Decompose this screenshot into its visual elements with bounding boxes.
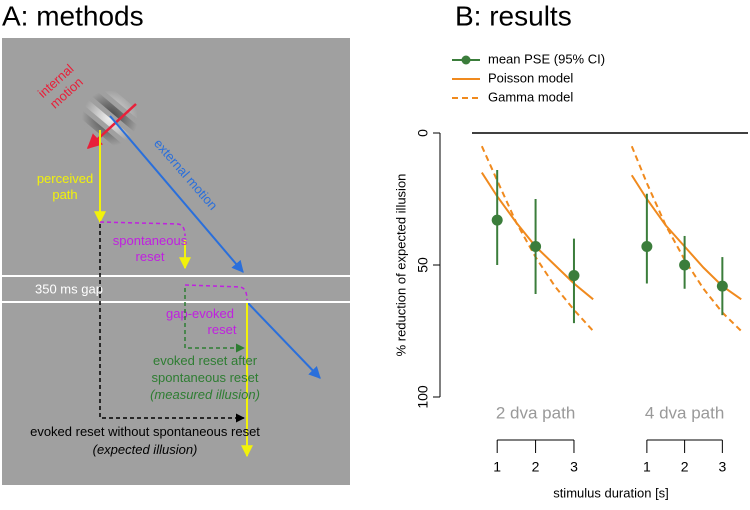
- spontaneous-label: spontaneous reset: [113, 233, 188, 264]
- external-arrow: [109, 115, 244, 273]
- measured-path: [184, 288, 245, 353]
- x-axis-label: stimulus duration [s]: [553, 485, 669, 500]
- gap-label: 350 ms gap: [35, 281, 103, 296]
- x-tick-label: 2: [681, 459, 689, 475]
- mean-point: [491, 214, 503, 226]
- y-axis-label: % reduction of expected illusion: [393, 174, 408, 357]
- expected-path: [99, 224, 245, 423]
- internal-arrow: [86, 103, 137, 150]
- x-tick-label: 3: [718, 459, 726, 475]
- legend-label: Poisson model: [488, 70, 573, 85]
- x-tick-label: 3: [570, 459, 578, 475]
- mean-point: [530, 241, 542, 253]
- perceived-label: perceived path: [37, 171, 93, 202]
- stimulus-background: [2, 38, 350, 485]
- x-tick-label: 1: [643, 459, 651, 475]
- panel-title: A: methods: [2, 0, 144, 31]
- model-curve: [480, 145, 594, 332]
- legend-label: mean PSE (95% CI): [488, 51, 605, 66]
- panel-title: B: results: [455, 0, 572, 31]
- spontaneous-path: [99, 221, 186, 237]
- expected-label: evoked reset without spontaneous reset (e…: [30, 424, 260, 457]
- mean-point: [679, 259, 691, 271]
- mean-point: [641, 241, 653, 253]
- measured-label: evoked reset after spontaneous reset (meas…: [150, 353, 260, 402]
- x-tick-label: 1: [493, 459, 501, 475]
- mean-point: [716, 280, 728, 292]
- external-arrow: [246, 301, 321, 379]
- y-tick-label: 50: [415, 257, 431, 273]
- gap-reset-label: gap-evoked reset: [166, 306, 237, 337]
- mean-point: [568, 270, 580, 282]
- model-curve: [630, 145, 742, 332]
- y-tick-label: 0: [415, 129, 431, 137]
- legend-label: Gamma model: [488, 89, 573, 104]
- x-tick-label: 2: [532, 459, 540, 475]
- group-label: 4 dva path: [645, 403, 724, 422]
- legend-marker: [461, 55, 471, 65]
- model-curve: [630, 174, 742, 301]
- y-tick-label: 100: [415, 385, 431, 409]
- group-label: 2 dva path: [496, 403, 575, 422]
